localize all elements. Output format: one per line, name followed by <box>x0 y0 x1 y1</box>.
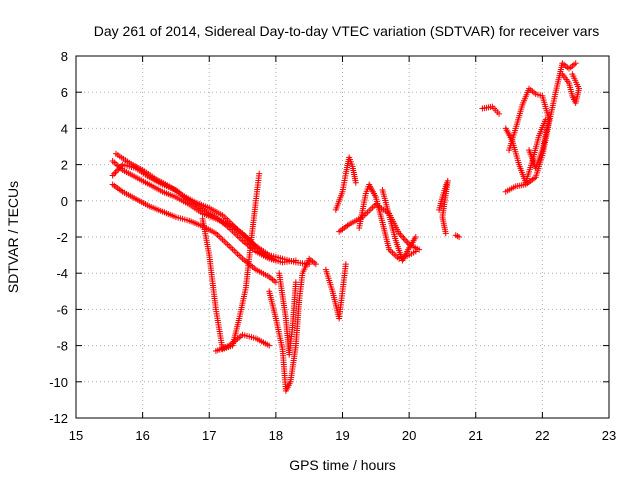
data-point <box>112 169 119 176</box>
data-point <box>342 261 349 268</box>
x-tick-label: 21 <box>469 428 483 443</box>
data-point <box>456 234 463 240</box>
data-point <box>266 342 273 349</box>
data-point <box>572 60 579 67</box>
y-tick-label: -8 <box>56 339 68 354</box>
data-point <box>400 235 407 242</box>
data-point <box>292 257 299 264</box>
y-tick-label: 2 <box>61 158 68 173</box>
x-tick-label: 16 <box>135 428 149 443</box>
x-axis-label: GPS time / hours <box>289 457 396 473</box>
x-tick-label: 18 <box>269 428 283 443</box>
ticks-layer: 15 16 17 18 19 20 21 22 23 -12 -10 -8 -6 -4 -2 0 2 4 6 8 <box>49 49 616 443</box>
y-tick-label: 4 <box>61 121 68 136</box>
data-point <box>496 110 503 117</box>
y-tick-label: -12 <box>49 411 68 426</box>
data-point <box>412 234 419 240</box>
data-point <box>256 170 263 177</box>
data-point <box>412 248 419 255</box>
data-point <box>569 71 576 78</box>
y-tick-label: -10 <box>49 375 68 390</box>
x-tick-label: 23 <box>602 428 616 443</box>
data-point <box>398 233 405 240</box>
y-tick-label: -2 <box>56 230 68 245</box>
data-point <box>292 279 299 286</box>
data-point <box>352 179 359 186</box>
y-tick-label: 0 <box>61 194 68 209</box>
data-point <box>312 261 319 268</box>
data-point <box>442 230 449 237</box>
data-point <box>403 238 410 245</box>
y-tick-label: 6 <box>61 85 68 100</box>
points-layer <box>109 60 583 394</box>
y-axis-label: SDTVAR / TECUs <box>5 181 21 293</box>
chart-title: Day 261 of 2014, Sidereal Day-to-day VTE… <box>94 23 600 39</box>
data-point <box>111 170 118 177</box>
data-point <box>416 246 423 253</box>
x-tick-label: 20 <box>402 428 416 443</box>
x-tick-label: 19 <box>335 428 349 443</box>
data-point <box>526 147 533 154</box>
data-point <box>401 236 408 243</box>
y-tick-label: -6 <box>56 302 68 317</box>
grid-layer <box>76 56 609 418</box>
data-point <box>272 257 279 264</box>
y-tick-label: -4 <box>56 266 68 281</box>
data-point <box>109 172 116 179</box>
x-tick-label: 17 <box>202 428 216 443</box>
x-tick-label: 22 <box>535 428 549 443</box>
x-tick-label: 15 <box>69 428 83 443</box>
y-tick-label: 8 <box>61 49 68 64</box>
